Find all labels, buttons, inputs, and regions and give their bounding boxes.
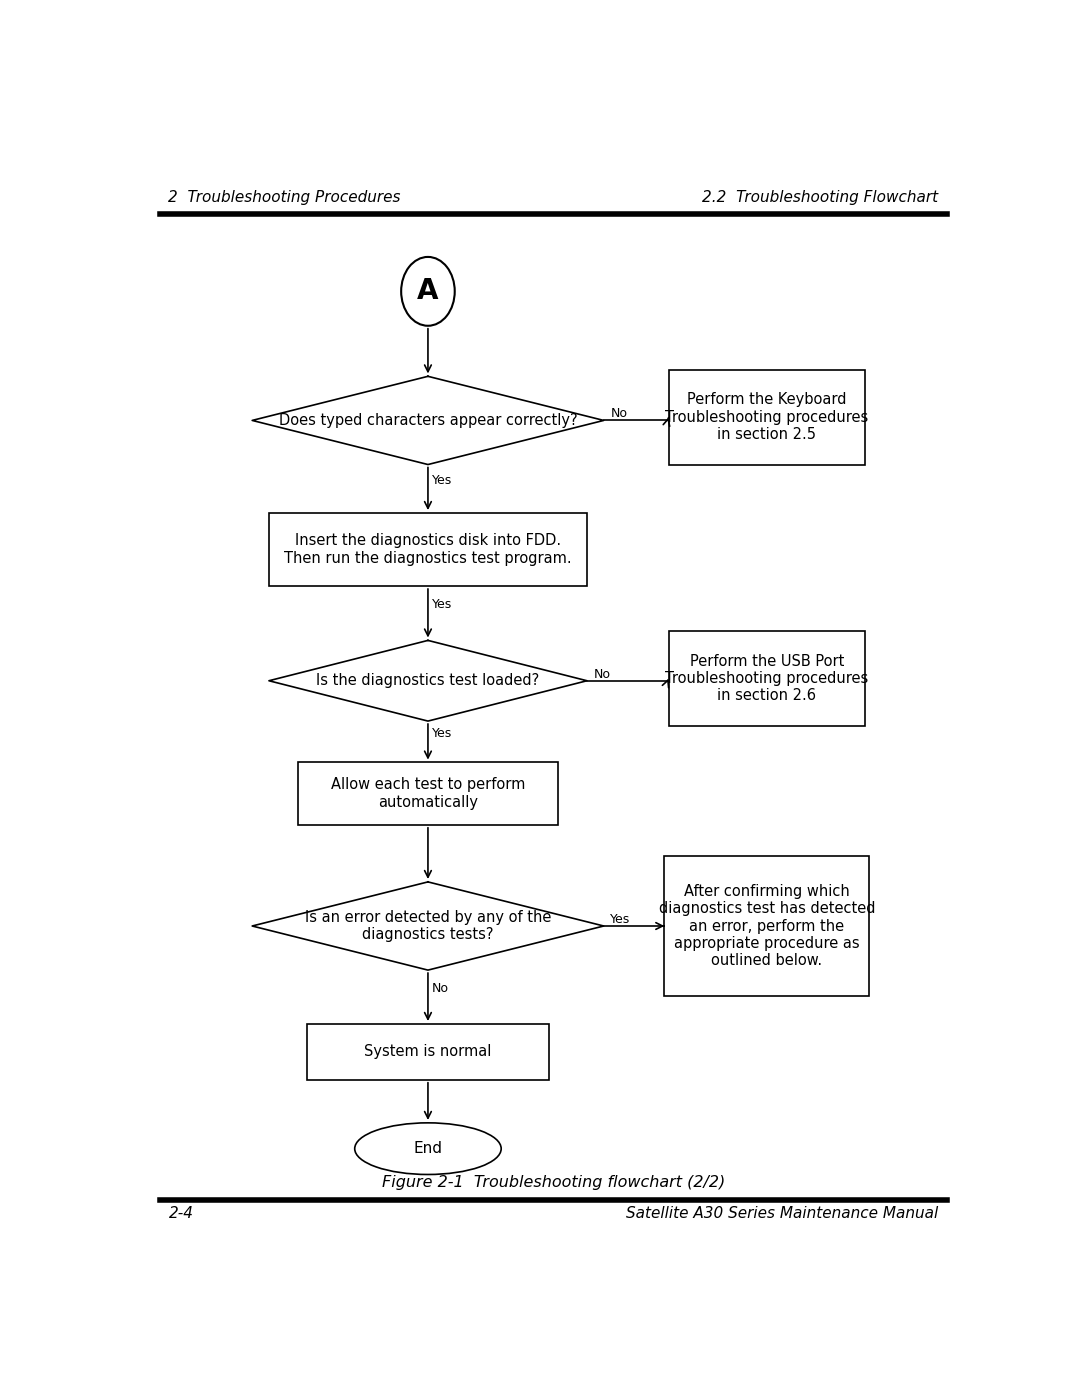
Text: Satellite A30 Series Maintenance Manual: Satellite A30 Series Maintenance Manual xyxy=(626,1206,939,1221)
Text: Insert the diagnostics disk into FDD.
Then run the diagnostics test program.: Insert the diagnostics disk into FDD. Th… xyxy=(284,534,571,566)
Text: 2-4: 2-4 xyxy=(168,1206,193,1221)
FancyBboxPatch shape xyxy=(307,1024,550,1080)
FancyBboxPatch shape xyxy=(269,513,588,587)
Text: Allow each test to perform
automatically: Allow each test to perform automatically xyxy=(330,778,525,810)
Text: 2.2  Troubleshooting Flowchart: 2.2 Troubleshooting Flowchart xyxy=(702,190,939,205)
Text: No: No xyxy=(594,668,610,680)
Text: No: No xyxy=(432,982,449,995)
Text: 2  Troubleshooting Procedures: 2 Troubleshooting Procedures xyxy=(168,190,401,205)
Text: Is an error detected by any of the
diagnostics tests?: Is an error detected by any of the diagn… xyxy=(305,909,551,942)
Text: Perform the USB Port
Troubleshooting procedures
in section 2.6: Perform the USB Port Troubleshooting pro… xyxy=(665,654,868,704)
Text: Yes: Yes xyxy=(610,914,631,926)
Text: Yes: Yes xyxy=(432,726,453,739)
Text: Does typed characters appear correctly?: Does typed characters appear correctly? xyxy=(279,414,578,427)
FancyBboxPatch shape xyxy=(664,856,869,996)
FancyBboxPatch shape xyxy=(669,631,865,726)
Text: Yes: Yes xyxy=(432,598,453,610)
Text: End: End xyxy=(414,1141,443,1157)
FancyBboxPatch shape xyxy=(298,763,557,824)
FancyBboxPatch shape xyxy=(669,370,865,465)
Text: System is normal: System is normal xyxy=(364,1045,491,1059)
Text: After confirming which
diagnostics test has detected
an error, perform the
appro: After confirming which diagnostics test … xyxy=(659,884,875,968)
Text: A: A xyxy=(417,278,438,306)
Text: No: No xyxy=(610,408,627,420)
Text: Is the diagnostics test loaded?: Is the diagnostics test loaded? xyxy=(316,673,540,689)
Text: Perform the Keyboard
Troubleshooting procedures
in section 2.5: Perform the Keyboard Troubleshooting pro… xyxy=(665,393,868,441)
Text: Yes: Yes xyxy=(432,474,453,486)
Text: Figure 2-1  Troubleshooting flowchart (2/2): Figure 2-1 Troubleshooting flowchart (2/… xyxy=(382,1175,725,1189)
